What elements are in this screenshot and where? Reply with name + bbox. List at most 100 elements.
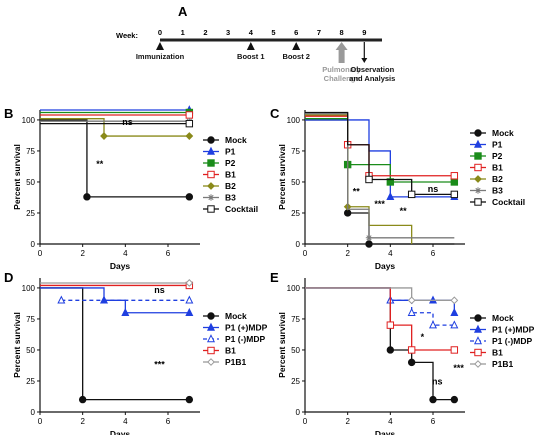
data-point-cocktail <box>365 175 373 184</box>
timeline-event-marker <box>246 42 255 50</box>
challenge-arrow <box>335 42 348 63</box>
series-line-mock <box>40 119 190 198</box>
data-point-p1-mdp <box>185 307 194 316</box>
legend-marker-b1 <box>207 170 215 179</box>
series-line-b1 <box>305 287 455 351</box>
significance-label: ns <box>428 184 439 194</box>
significance-label: ns <box>122 117 133 127</box>
legend-entry: P1B1 <box>225 357 247 367</box>
legend-entry: B1 <box>225 170 236 180</box>
significance-label: ns <box>154 285 165 295</box>
y-tick-label: 25 <box>291 377 300 386</box>
y-axis-label: Percent survival <box>277 312 287 378</box>
legend-marker-p1-mdp <box>206 322 216 331</box>
legend-entry: Mock <box>225 311 247 321</box>
data-point-p2 <box>450 178 459 186</box>
legend-entry: Mock <box>225 135 247 145</box>
legend-marker-b2 <box>474 175 482 183</box>
data-point-mock <box>450 395 459 404</box>
data-point-p1b1 <box>407 296 416 305</box>
data-point-mock <box>407 358 416 367</box>
data-point-b2 <box>100 132 108 140</box>
data-point-p1b1 <box>185 279 194 287</box>
timeline-event-label: Immunization <box>136 52 185 61</box>
legend-marker-mock <box>207 136 215 144</box>
timeline-week-label: 7 <box>317 28 321 37</box>
y-axis-label: Percent survival <box>12 312 22 378</box>
x-tick-label: 4 <box>388 417 393 426</box>
data-point-p1b1 <box>450 296 459 305</box>
legend-marker-b3 <box>207 194 215 201</box>
timeline-week-label: 2 <box>203 28 207 37</box>
significance-label: *** <box>453 363 464 373</box>
series-line-mock <box>40 287 190 401</box>
data-point-p2 <box>386 178 395 186</box>
significance-label: * <box>421 332 425 342</box>
y-axis-label: Percent survival <box>277 144 287 210</box>
legend-entry: P1B1 <box>492 359 514 369</box>
timeline-axis-label: Week: <box>116 31 138 40</box>
data-point-b1 <box>407 346 416 354</box>
data-point-b1 <box>450 172 459 180</box>
x-axis-label: Days <box>375 261 396 271</box>
timeline-event-marker <box>292 42 301 50</box>
series-line-b2 <box>40 118 190 137</box>
legend-marker-mock <box>474 129 482 137</box>
series-line-p1 <box>305 119 455 198</box>
legend-entry: P1 <box>492 140 503 150</box>
timeline-event-label: Pulmonary Challenge <box>322 65 362 83</box>
legend-marker-mock <box>474 314 482 322</box>
series-line-p1-mdp <box>40 287 190 314</box>
y-tick-label: 50 <box>291 346 300 355</box>
x-tick-label: 6 <box>431 249 436 258</box>
timeline-week-label: 0 <box>158 28 162 37</box>
legend-entry: Mock <box>492 128 514 138</box>
data-point-mock <box>185 193 194 201</box>
legend-marker-p2 <box>474 152 482 160</box>
y-tick-label: 50 <box>26 346 35 355</box>
x-tick-label: 0 <box>38 417 43 426</box>
panel-d: D 0 25 50 75 100 0 2 4 6 Days Percent survival ns **… <box>4 270 268 435</box>
timeline-week-label: 6 <box>294 28 298 37</box>
observation-arrowhead <box>361 58 368 63</box>
x-tick-label: 6 <box>431 417 436 426</box>
legend-marker-cocktail <box>207 205 215 213</box>
data-point-p1-mdp <box>450 307 459 316</box>
y-tick-label: 50 <box>291 178 300 187</box>
panel-a: A Week: 0 1 2 3 4 5 6 7 8 9 Immunization Boost 1 Bo… <box>116 4 395 83</box>
x-axis-label: Days <box>110 261 131 271</box>
y-tick-label: 25 <box>26 377 35 386</box>
significance-label: ** <box>96 159 104 169</box>
data-point-cocktail <box>185 119 194 128</box>
timeline-week-label: 4 <box>249 28 254 37</box>
series-line-b1 <box>305 115 455 177</box>
legend-marker-p1b1 <box>207 358 215 366</box>
legend-entry: P1 (-)MDP <box>225 334 265 344</box>
panel-d-label: D <box>4 270 13 285</box>
significance-label: *** <box>154 359 165 369</box>
legend-entry: P2 <box>225 158 236 168</box>
y-tick-label: 100 <box>287 116 301 125</box>
x-tick-label: 6 <box>166 249 171 258</box>
y-tick-label: 75 <box>26 147 35 156</box>
y-tick-label: 100 <box>287 284 301 293</box>
series-line-b3 <box>305 113 455 239</box>
y-tick-label: 100 <box>22 284 36 293</box>
x-tick-label: 4 <box>388 249 393 258</box>
panel-c-label: C <box>270 106 280 121</box>
timeline-event-label: Boost 2 <box>282 52 310 61</box>
data-point-mock <box>78 395 87 404</box>
x-tick-label: 0 <box>38 249 43 258</box>
legend-entry: P1 (+)MDP <box>225 323 268 333</box>
data-point-p1-mdp <box>185 295 194 304</box>
timeline-week-label: 3 <box>226 28 230 37</box>
legend-marker-b1 <box>207 346 215 355</box>
legend-entry: Cocktail <box>492 197 525 207</box>
data-point-b2 <box>185 132 194 140</box>
timeline-week-label: 5 <box>271 28 275 37</box>
y-tick-label: 50 <box>26 178 35 187</box>
legend-entry: B3 <box>492 186 503 196</box>
y-tick-label: 75 <box>291 147 300 156</box>
